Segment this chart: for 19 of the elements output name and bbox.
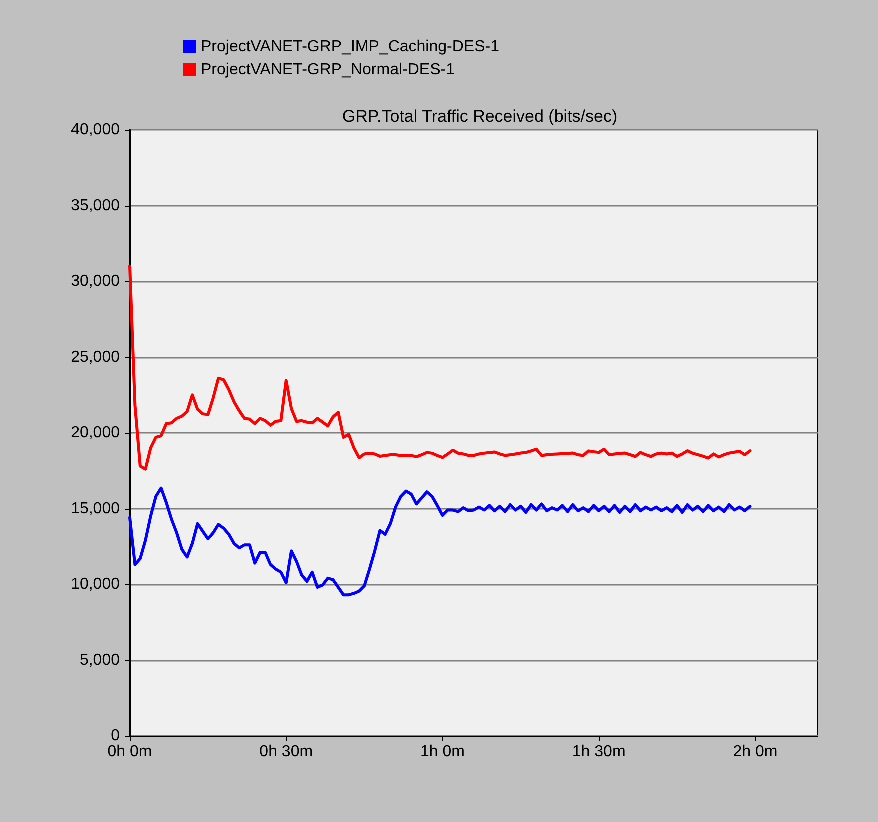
line-series: [128, 486, 752, 597]
y-tick-label: 20,000: [71, 424, 120, 442]
x-tick-label: 0h 0m: [108, 744, 152, 760]
y-tick-label: 10,000: [71, 576, 120, 593]
y-tick-label: 5,000: [80, 652, 120, 669]
y-tick-label: 40,000: [71, 122, 120, 138]
legend-label: ProjectVANET-GRP_IMP_Caching-DES-1: [201, 38, 500, 56]
chart-title: GRP.Total Traffic Received (bits/sec): [342, 107, 618, 126]
y-tick-label: 30,000: [71, 273, 120, 290]
y-tick-label: 25,000: [71, 348, 120, 366]
x-tick-label: 1h 0m: [420, 744, 465, 760]
line-series: [128, 264, 752, 471]
y-tick-label: 15,000: [71, 500, 120, 518]
x-tick-label: 2h 0m: [733, 744, 778, 760]
x-tick-label: 0h 30m: [260, 744, 314, 760]
y-tick-label: 0: [111, 728, 120, 744]
y-tick-label: 35,000: [71, 197, 120, 214]
legend-label: ProjectVANET-GRP_Normal-DES-1: [201, 62, 456, 78]
x-tick-label: 1h 30m: [572, 744, 626, 760]
